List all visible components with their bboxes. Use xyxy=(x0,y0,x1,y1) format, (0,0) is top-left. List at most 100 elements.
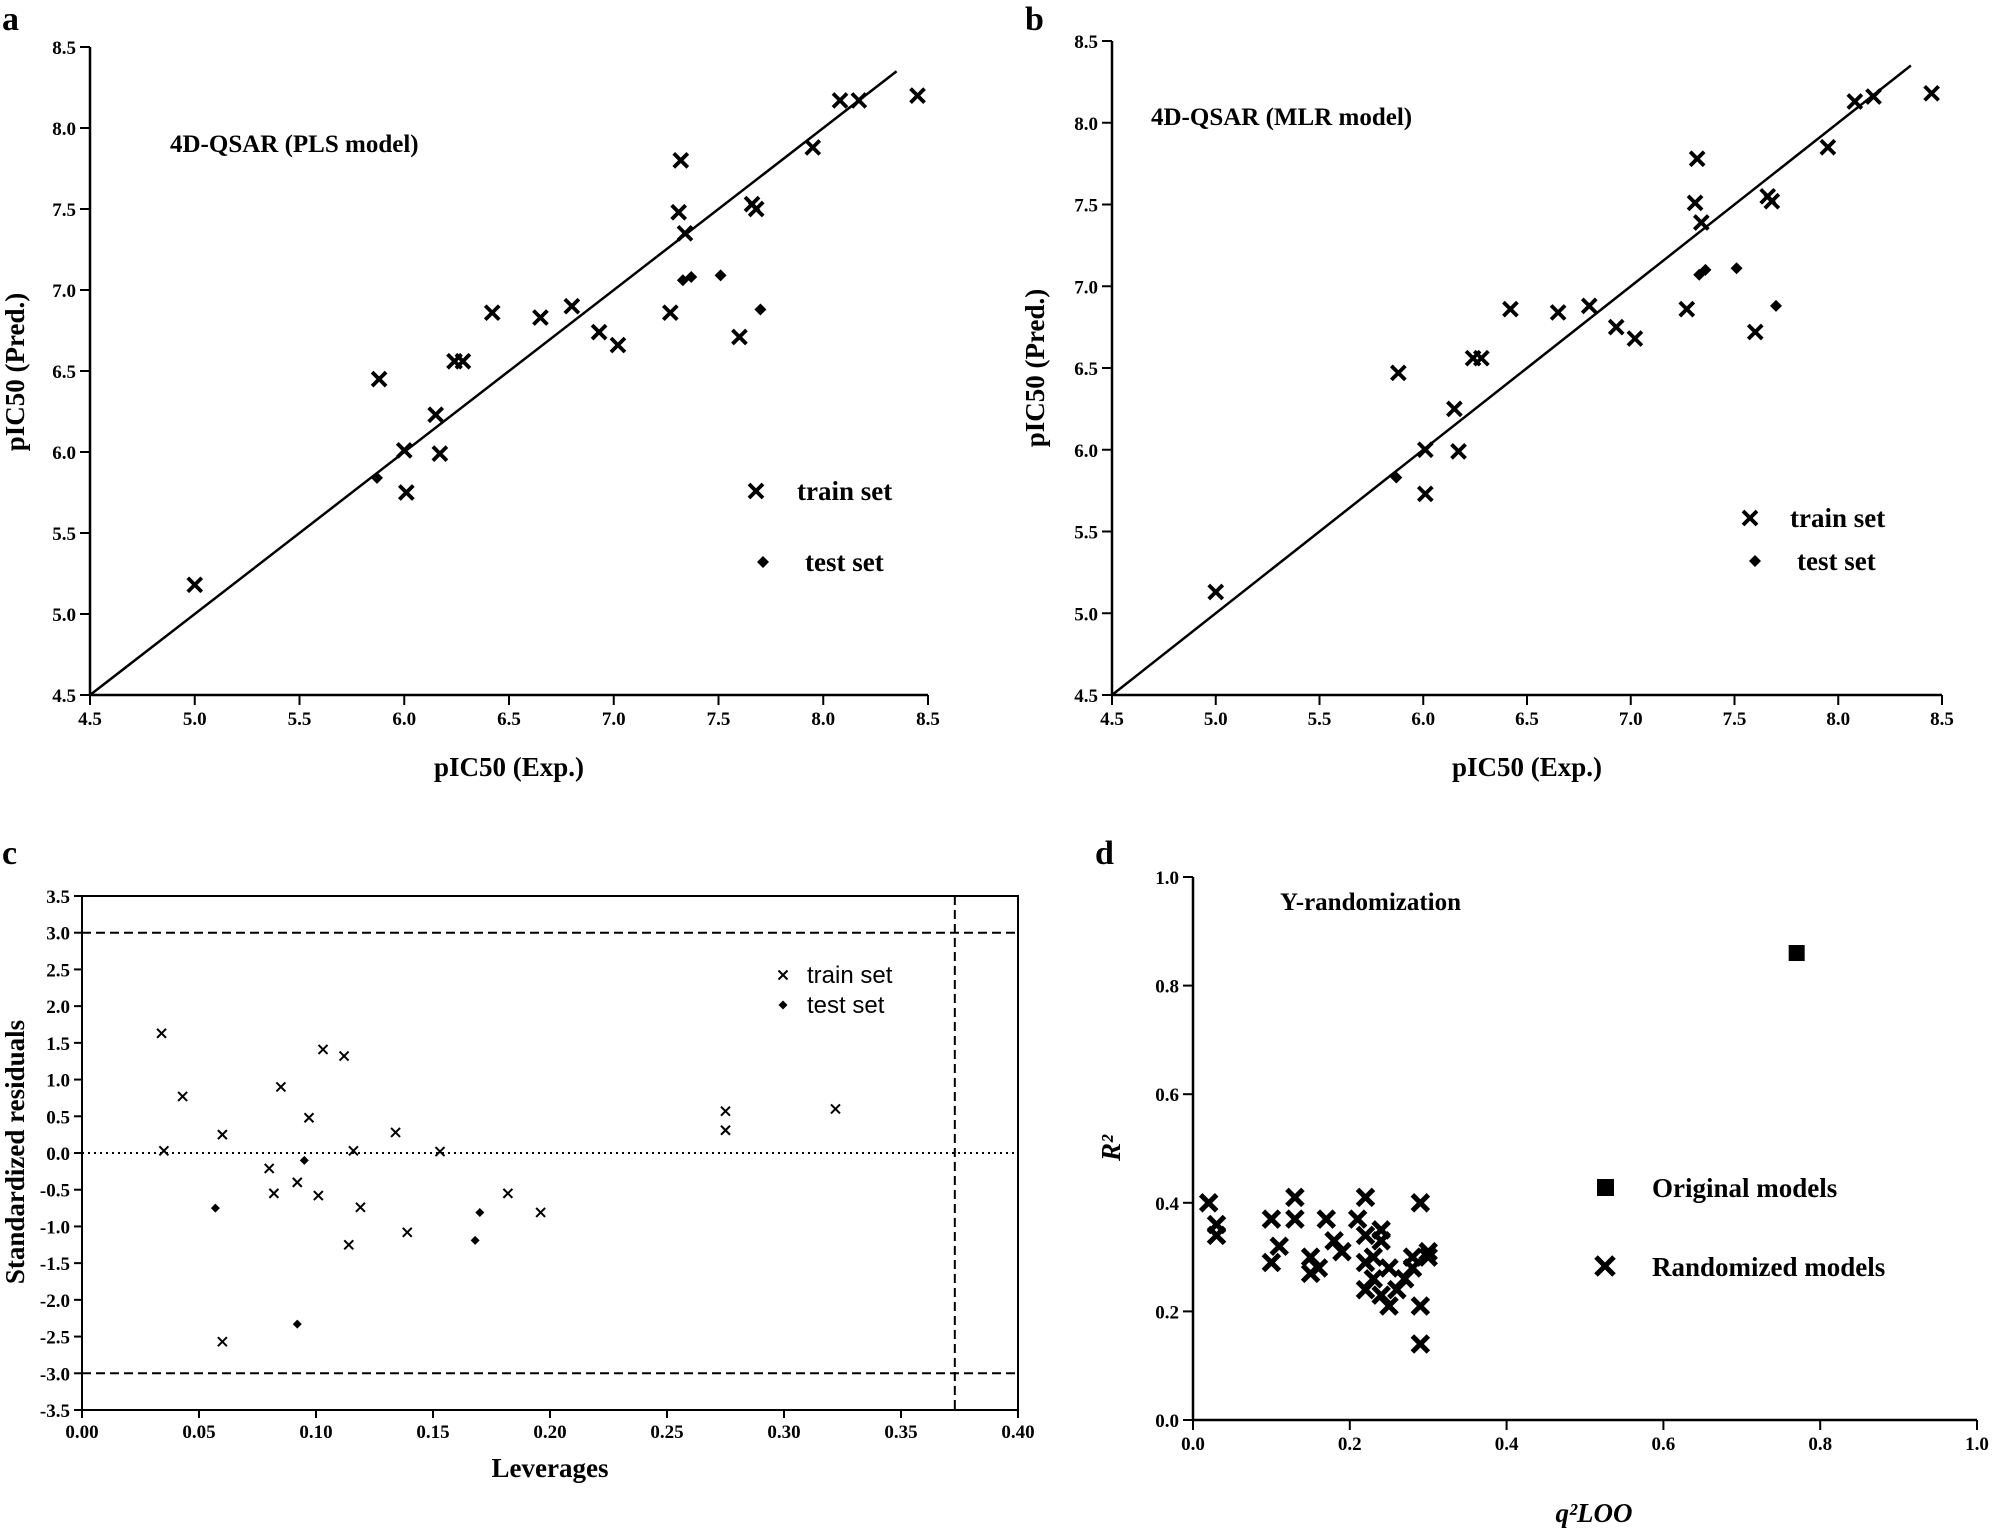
train-point xyxy=(348,1145,359,1157)
randomized-model-point-stroke2 xyxy=(1410,1193,1431,1213)
train-point xyxy=(1626,330,1644,347)
train-point-stroke2 xyxy=(1692,214,1710,231)
axis-xtick-label: 0.20 xyxy=(533,1422,566,1443)
train-point-stroke2 xyxy=(1416,485,1434,503)
train-point-stroke2 xyxy=(804,139,822,156)
train-point-stroke2 xyxy=(395,442,413,459)
train-point xyxy=(355,1202,366,1213)
train-point xyxy=(313,1190,324,1201)
train-point xyxy=(1688,150,1706,168)
randomized-model-point xyxy=(1410,1334,1431,1354)
train-point-stroke2 xyxy=(1686,194,1704,212)
axis-xtick-label: 0.2 xyxy=(1338,1434,1362,1455)
train-point-stroke2 xyxy=(670,203,688,221)
train-point-stroke2 xyxy=(1390,364,1407,382)
panel-b-chart: 4.5 5.0 5.5 6.0 6.5 7.0 7.5 8.0 8.5 4.5 5.0 5.5 6.0 6… xyxy=(1020,32,1954,782)
axis-xtick-label: 6.5 xyxy=(1515,709,1539,730)
randomized-model-point xyxy=(1355,1225,1376,1246)
test-point xyxy=(470,1235,480,1245)
randomized-model-point-stroke2 xyxy=(1261,1252,1282,1273)
axis-ytick-label: 8.0 xyxy=(52,119,76,140)
axis-ytick-label: 0.2 xyxy=(1155,1302,1179,1323)
train-point-stroke2 xyxy=(454,352,472,370)
randomized-model-point-stroke2 xyxy=(1300,1247,1321,1267)
axis-ytick-label: 7.0 xyxy=(52,281,76,302)
train-point-stroke2 xyxy=(609,336,627,354)
train-point xyxy=(434,1146,446,1157)
randomized-model-point-stroke2 xyxy=(1379,1296,1399,1316)
test-point xyxy=(685,271,698,284)
train-point xyxy=(1607,318,1625,336)
train-point-stroke2 xyxy=(177,1091,188,1102)
train-point xyxy=(217,1336,228,1347)
train-point-stroke2 xyxy=(672,152,690,169)
test-point xyxy=(1730,262,1743,275)
randomized-model-point xyxy=(1332,1241,1352,1262)
x-axis-label: q²LOO xyxy=(1555,1498,1632,1528)
randomized-model-point-stroke2 xyxy=(1371,1231,1391,1251)
legend-test-label: test set xyxy=(805,547,884,577)
train-point-stroke2 xyxy=(1416,441,1434,459)
axis-xtick-label: 6.0 xyxy=(1411,709,1435,730)
train-point xyxy=(502,1188,514,1199)
train-point-stroke2 xyxy=(370,370,388,388)
axis-xtick-label: 0.25 xyxy=(650,1422,683,1443)
axis-ytick-label: 5.5 xyxy=(52,524,76,545)
axis-ytick-label: 6.0 xyxy=(1074,441,1098,462)
train-point-stroke2 xyxy=(1746,323,1764,341)
randomized-model-point xyxy=(1363,1247,1384,1267)
train-point xyxy=(831,92,849,109)
train-point xyxy=(1678,300,1696,318)
train-point xyxy=(177,1091,188,1102)
test-point xyxy=(714,269,727,282)
train-point-stroke2 xyxy=(563,297,581,315)
train-point xyxy=(1746,323,1764,341)
train-point xyxy=(1473,349,1490,367)
axis-xtick-label: 0.4 xyxy=(1495,1434,1519,1455)
regression-line xyxy=(89,70,898,696)
axis-ytick-label: 0.6 xyxy=(1155,1085,1179,1106)
legend-train-marker-stroke2 xyxy=(747,482,765,500)
legend-train-marker-stroke2 xyxy=(1741,509,1759,527)
train-point-stroke2 xyxy=(427,406,445,424)
axis-ytick-label: 1.5 xyxy=(46,1034,70,1055)
axis-ytick-label: 0.4 xyxy=(1155,1194,1179,1215)
randomized-model-point xyxy=(1379,1296,1399,1316)
train-point-stroke2 xyxy=(661,304,679,322)
axis-xtick-label: 0.00 xyxy=(65,1422,98,1443)
randomized-model-point xyxy=(1308,1258,1329,1278)
axis-xtick-label: 4.5 xyxy=(1100,709,1124,730)
axis-xtick-label: 6.0 xyxy=(392,709,416,730)
train-point-stroke2 xyxy=(303,1112,315,1123)
train-point xyxy=(1686,194,1704,212)
axis-xtick-label: 0.10 xyxy=(299,1422,332,1443)
train-point-stroke2 xyxy=(1678,300,1696,318)
train-point-stroke2 xyxy=(158,1145,170,1157)
test-point xyxy=(1770,299,1782,312)
randomized-model-point-stroke2 xyxy=(1347,1209,1368,1229)
axis-ytick-label: 2.5 xyxy=(46,960,70,981)
randomized-model-point xyxy=(1379,1258,1399,1278)
randomized-model-point xyxy=(1269,1236,1290,1257)
train-point xyxy=(343,1239,354,1250)
train-point xyxy=(427,406,445,424)
randomized-model-point-stroke2 xyxy=(1269,1236,1290,1257)
legend-original-label: Original models xyxy=(1652,1173,1837,1203)
train-point-stroke2 xyxy=(431,445,449,462)
train-point xyxy=(747,200,765,218)
legend-test-label: test set xyxy=(1797,546,1876,576)
axis-xtick-label: 0.0 xyxy=(1181,1434,1205,1455)
axis-ytick-label: -2.0 xyxy=(40,1291,70,1312)
randomized-model-point xyxy=(1316,1209,1337,1229)
train-point xyxy=(398,484,415,501)
randomized-model-point-stroke2 xyxy=(1324,1231,1344,1251)
legend-train-label: train set xyxy=(807,962,893,989)
x-axis-label: pIC50 (Exp.) xyxy=(1452,752,1602,782)
randomized-model-point xyxy=(1410,1296,1431,1316)
test-point xyxy=(1390,471,1403,484)
axis-xtick-label: 0.8 xyxy=(1808,1434,1832,1455)
y-axis-label: pIC50 (Pred.) xyxy=(1020,289,1050,448)
axis-ytick-label: 5.5 xyxy=(1074,523,1098,544)
train-point-stroke2 xyxy=(1580,297,1598,315)
